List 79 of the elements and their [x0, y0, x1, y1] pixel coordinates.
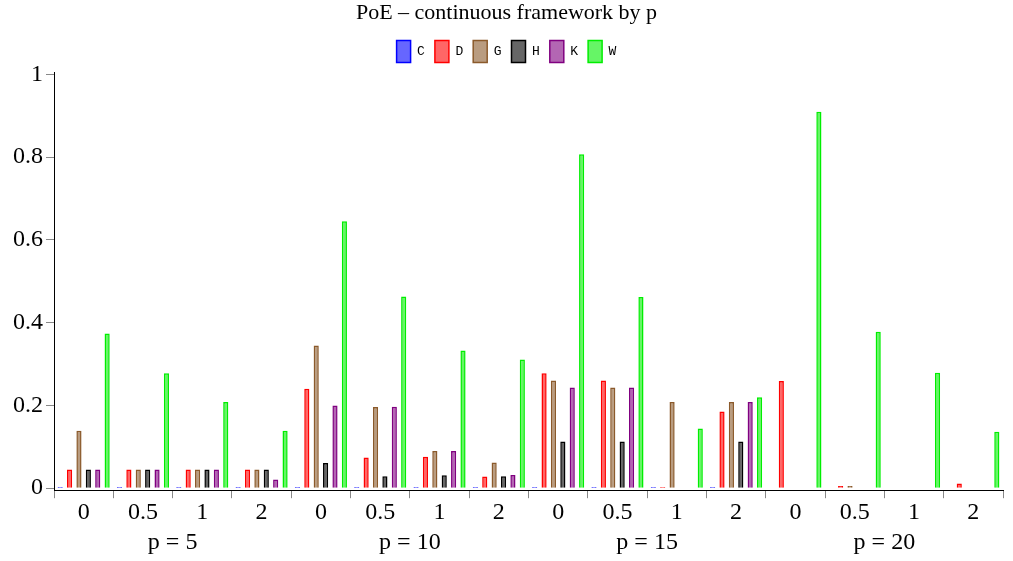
x-tick-label: 2	[255, 497, 268, 524]
bar	[223, 402, 229, 488]
legend-label: C	[417, 43, 426, 59]
bar	[816, 111, 822, 488]
bar	[66, 469, 73, 488]
x-tick-label: 1	[670, 497, 683, 524]
x-tick-label: 1	[908, 497, 921, 524]
x-tick-label: 0	[77, 497, 90, 524]
chart-title: PoE – continuous framework by p	[355, 0, 658, 24]
bar	[104, 333, 110, 488]
bar	[341, 221, 347, 488]
bar	[747, 402, 753, 488]
legend-label: H	[532, 43, 540, 59]
bar	[432, 450, 438, 488]
bar	[610, 387, 616, 488]
x-tick-label: 2	[967, 497, 980, 524]
bar	[519, 359, 525, 488]
bar	[491, 462, 497, 488]
bar	[550, 380, 557, 488]
bar	[778, 380, 784, 488]
x-tick-label: 0	[789, 497, 802, 524]
bar	[934, 372, 941, 488]
bar	[372, 407, 379, 488]
bar	[500, 476, 507, 488]
x-tick-label: 0.5	[365, 497, 396, 524]
bar	[76, 430, 82, 488]
text: p = 15	[616, 528, 678, 555]
bar	[669, 402, 675, 488]
x-tick-label: 0	[314, 497, 327, 524]
bar	[332, 405, 338, 488]
x-tick-label: 2	[730, 497, 743, 524]
y-tick-label: 0.2	[13, 390, 43, 417]
legend-label: W	[608, 43, 617, 59]
bar	[460, 350, 466, 488]
bar	[244, 469, 251, 488]
legend-label: G	[493, 43, 502, 59]
bar	[875, 331, 881, 488]
bar	[579, 154, 585, 488]
bar	[756, 397, 763, 488]
bar	[510, 474, 516, 488]
bar	[560, 441, 566, 488]
bar	[719, 411, 725, 488]
bar	[619, 441, 625, 488]
y-tick-label: 0.4	[13, 307, 43, 334]
bar	[401, 296, 407, 488]
y-tick-label: 1	[31, 59, 43, 86]
x-tick-label: 0.5	[839, 497, 870, 524]
bar	[541, 373, 547, 488]
y-tick-label: 0.8	[13, 142, 43, 169]
y-tick-label: 0.6	[13, 225, 43, 252]
bar	[282, 430, 288, 488]
bar	[451, 450, 457, 488]
bar	[313, 345, 319, 488]
bar	[697, 428, 703, 488]
bar	[738, 441, 744, 488]
bar	[323, 462, 329, 488]
x-tick-label: 2	[492, 497, 505, 524]
legend-label: D	[455, 43, 464, 59]
bar	[391, 406, 397, 488]
bar	[163, 373, 170, 488]
bar	[569, 387, 575, 488]
text: p = 20	[853, 528, 916, 555]
bar	[994, 431, 1000, 488]
text: p = 5	[147, 528, 198, 555]
x-tick-label: 1	[196, 497, 209, 524]
bar	[600, 380, 606, 488]
y-tick-label: 0	[31, 473, 43, 500]
bar	[628, 387, 635, 488]
bar	[422, 456, 429, 488]
bar	[304, 388, 310, 488]
legend-label: K	[570, 43, 579, 59]
bar	[638, 297, 644, 488]
x-tick-label: 0	[552, 497, 565, 524]
x-tick-label: 1	[433, 497, 446, 524]
bar	[728, 402, 734, 488]
text: p = 10	[379, 528, 441, 555]
x-tick-label: 0.5	[602, 497, 633, 524]
x-tick-label: 0.5	[127, 497, 158, 524]
bar	[363, 457, 369, 488]
